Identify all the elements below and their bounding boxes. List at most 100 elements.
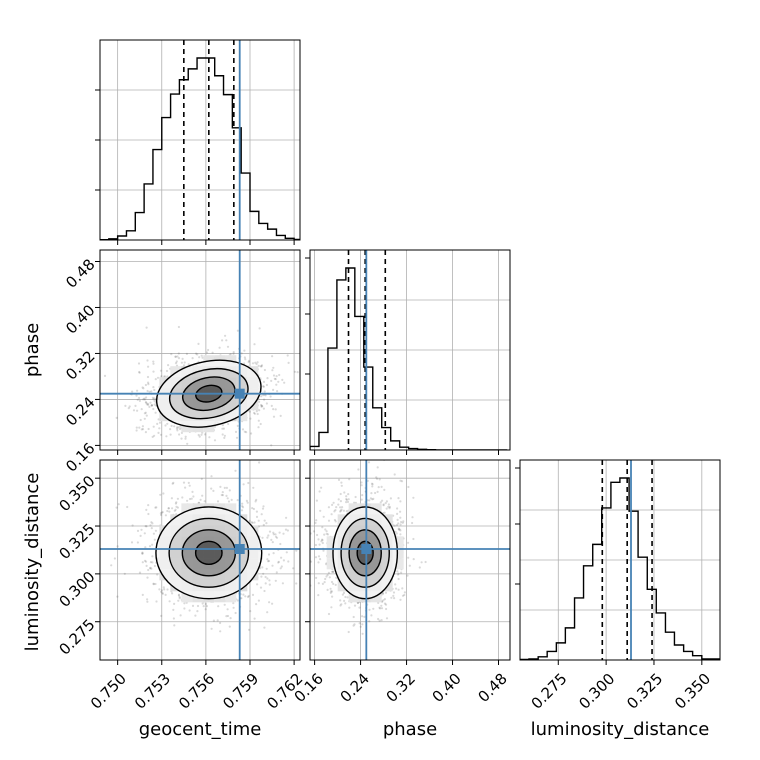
scatter-point [272,415,276,418]
scatter-point [275,536,279,539]
scatter-point [397,497,400,500]
scatter-point [228,625,231,628]
scatter-point [384,502,387,505]
scatter-point [150,567,153,570]
scatter-point [268,583,271,586]
scatter-point [169,428,172,431]
scatter-point [361,623,364,626]
scatter-point [334,583,337,587]
scatter-point [259,422,262,426]
scatter-point [345,495,348,498]
scatter-point [319,509,322,512]
panel-plot-area [100,460,300,660]
scatter-point [397,522,400,525]
scatter-point [318,490,321,493]
scatter-point [402,520,405,523]
scatter-point [271,602,274,605]
scatter-point [258,327,261,330]
scatter-point [317,538,320,541]
scatter-point [395,523,399,527]
scatter-point [397,577,400,581]
scatter-point [136,409,139,412]
scatter-point [260,513,263,516]
scatter-point [331,503,334,506]
scatter-point [182,481,186,484]
scatter-point [384,603,388,606]
scatter-point [380,607,384,610]
scatter-point [346,596,349,599]
scatter-point [248,410,251,413]
scatter-point [376,466,379,469]
scatter-point [234,469,237,472]
scatter-point [221,339,224,342]
scatter-point [262,523,265,527]
scatter-point [330,513,333,516]
scatter-point [151,396,154,399]
scatter-point [115,416,118,419]
scatter-point [361,494,364,497]
scatter-point [151,543,154,546]
scatter-point [175,505,178,508]
scatter-point [396,507,399,510]
scatter-point [377,486,380,489]
scatter-point [327,506,330,509]
scatter-point [241,428,245,431]
scatter-point [128,405,131,408]
scatter-point [268,601,271,604]
scatter-point [185,352,188,355]
density-cell [326,558,338,570]
scatter-point [267,553,271,556]
scatter-point [274,535,278,538]
scatter-point [152,582,155,585]
scatter-point [424,560,427,564]
scatter-point [144,411,147,414]
scatter-point [342,509,345,512]
scatter-point [149,567,152,570]
truth-marker [361,543,372,554]
scatter-point [271,564,274,567]
scatter-point [383,598,386,601]
scatter-point [372,497,375,500]
scatter-point [279,542,282,546]
scatter-point [143,532,146,535]
scatter-point [170,353,173,356]
scatter-point [253,412,256,415]
scatter-point [174,355,177,358]
scatter-point [219,485,222,488]
scatter-point [266,536,269,539]
scatter-point [331,595,334,598]
scatter-point [167,364,170,367]
panel-geocent-time-histogram [95,39,301,245]
scatter-point [155,506,158,509]
scatter-point [322,549,325,552]
scatter-point [134,404,137,407]
scatter-point [273,377,276,380]
scatter-point [210,475,213,478]
scatter-point [146,600,149,603]
scatter-point [420,561,423,564]
scatter-point [200,354,203,357]
scatter-point [315,576,318,580]
scatter-point [418,566,421,569]
axis-labels: geocent_time phase luminosity_distance p… [22,323,709,740]
scatter-point [244,595,247,598]
panel-plot-area [310,460,510,660]
scatter-point [401,521,404,524]
scatter-point [400,520,403,524]
scatter-point [257,426,260,429]
scatter-point [287,361,290,364]
scatter-point [178,428,182,431]
scatter-point [277,561,280,564]
scatter-point [145,326,148,329]
scatter-point [147,512,150,516]
scatter-point [260,395,263,398]
scatter-point [396,573,400,576]
scatter-point [387,505,390,508]
scatter-point [150,404,153,407]
scatter-point [216,619,219,622]
scatter-point [383,511,386,514]
scatter-point [385,507,388,510]
scatter-point [262,505,265,508]
scatter-point [162,586,165,589]
scatter-point [253,343,256,346]
